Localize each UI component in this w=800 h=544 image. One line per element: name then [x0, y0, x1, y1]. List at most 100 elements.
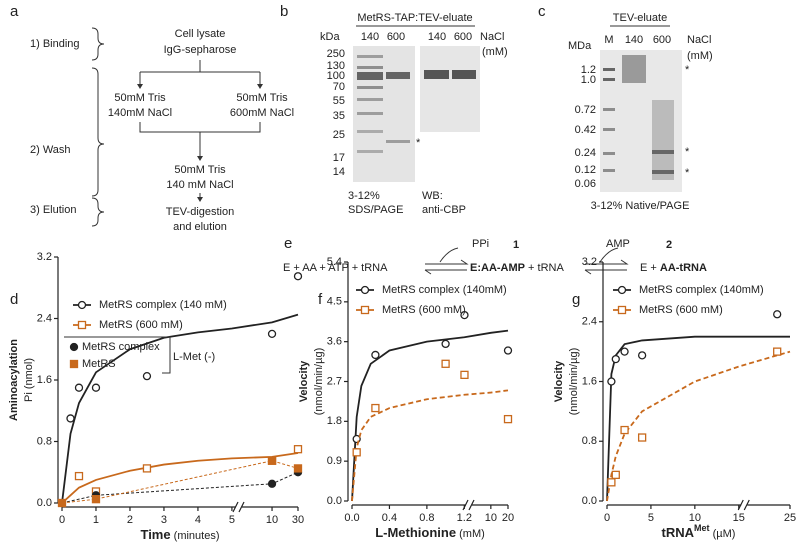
reaction-text: AA-tRNA [660, 262, 707, 274]
salt: NaCl [480, 31, 504, 43]
marker: 0.12 [575, 164, 596, 176]
reaction-text: AMP [606, 238, 630, 250]
data-point [441, 359, 450, 368]
gel-title: TEV-eluate [613, 12, 667, 24]
gel [420, 46, 480, 132]
box-text: TEV-digestion [166, 206, 234, 218]
brace [91, 27, 105, 61]
y-axis-sublabel: Pi (nmol) [23, 358, 35, 402]
data-point [371, 350, 380, 360]
fit-curve [351, 389, 509, 502]
marker: 55 [333, 95, 345, 107]
star: * [685, 64, 690, 76]
data-point [360, 285, 370, 295]
lane-label: 600 [653, 34, 671, 46]
legend-bracket [64, 336, 171, 374]
data-point [77, 300, 87, 310]
x-tick-label: 1 [93, 514, 99, 526]
panel-label: d [10, 291, 18, 308]
x-tick-label: 25 [784, 512, 796, 524]
reaction-text: E:AA-AMP + tRNA [470, 262, 564, 274]
legend-label: MetRS complex (140mM) [639, 284, 764, 296]
legend-label: MetRS complex (140 mM) [99, 299, 227, 311]
marker: 0.06 [575, 178, 596, 190]
gel-title: MetRS-TAP:TEV-eluate [357, 12, 472, 24]
connector [139, 122, 261, 158]
caption: WB: [422, 190, 443, 202]
data-point [293, 445, 303, 454]
data-point [74, 471, 84, 481]
data-point [142, 372, 152, 381]
y-tick-label: 5.4 [327, 256, 342, 268]
caption: anti-CBP [422, 204, 466, 216]
box-text: IgG-sepharose [164, 44, 237, 56]
brace [91, 197, 105, 227]
box-text: 140 mM NaCl [166, 179, 233, 191]
connector [139, 60, 261, 86]
unit: MDa [568, 40, 592, 52]
data-line [61, 460, 299, 504]
brace [91, 67, 105, 197]
chart: d 0.0 0.8 1.6 2.4 3.2 0 1 2 3 4 5 10 30 Aminoacylation… [8, 251, 304, 543]
y-tick-label: 1.8 [327, 415, 342, 427]
x-tick-label: 10 [689, 512, 701, 524]
reaction-text: E:AA-AMP [470, 262, 525, 274]
data-point [607, 478, 616, 487]
panel-a: a 1) Binding 2) Wash 3) Elution Cell lys… [10, 3, 294, 233]
data-point [607, 377, 616, 386]
y-tick-label: 1.6 [37, 374, 52, 386]
data-point [74, 383, 84, 392]
axis-break [232, 501, 245, 513]
reaction-text: + tRNA [525, 262, 564, 274]
y-axis-label: Velocity [553, 360, 565, 402]
marker: 1.2 [581, 64, 596, 76]
reaction-text: PPi [472, 238, 489, 250]
salt: NaCl [687, 34, 711, 46]
lane-label: 600 [454, 31, 472, 43]
data-point [69, 342, 79, 352]
y-axis-sublabel: (nmol/min/µg) [568, 348, 580, 415]
star: * [416, 137, 421, 149]
legend-label: MetRS complex [82, 341, 160, 353]
x-tick-label: 0 [59, 514, 65, 526]
panel-e: e E + AA + ATP + tRNA PPi 1 E:AA-AMP + t… [283, 235, 707, 275]
data-line [61, 471, 299, 504]
lane-label: 140 [361, 31, 379, 43]
data-point [91, 495, 101, 504]
y-tick-label: 2.7 [327, 375, 342, 387]
x-axis-label: L-Methionine [375, 525, 456, 540]
panel-c: c TEV-eluate MDa M 140 600 NaCl (mM) 1.2… [538, 3, 713, 212]
box-text: 50mM Tris [114, 92, 166, 104]
x-axis-label-sup: Met [694, 523, 710, 533]
y-tick-label: 0.0 [582, 495, 597, 507]
x-axis-label: Time [140, 527, 170, 542]
marker: 70 [333, 81, 345, 93]
y-tick-label: 2.4 [37, 312, 52, 324]
panel-b: b MetRS-TAP:TEV-eluate kDa 140 600 140 6… [280, 3, 508, 216]
y-tick-label: 4.5 [327, 296, 342, 308]
product-number: 2 [666, 239, 672, 251]
lane-label: 600 [387, 31, 405, 43]
salt-unit: (mM) [687, 50, 713, 62]
x-tick-label: 0.8 [419, 512, 434, 524]
data-point [620, 425, 629, 435]
x-tick-label: 20 [502, 512, 514, 524]
panel-label: g [572, 291, 580, 308]
data-point [267, 479, 277, 488]
fit-curve [606, 350, 791, 502]
data-point [293, 272, 303, 281]
data-point [617, 285, 627, 295]
marker: 130 [327, 60, 345, 72]
y-tick-label: 3.6 [327, 336, 342, 348]
intermediate-number: 1 [513, 239, 519, 251]
legend-label: MetRS (600 mM) [639, 304, 723, 316]
step: 3) Elution [30, 204, 76, 216]
data-point [637, 351, 647, 360]
box-text: Cell lysate [175, 28, 226, 40]
panel-label: f [318, 291, 323, 308]
x-tick-label: 0 [604, 512, 610, 524]
bands [357, 55, 476, 153]
x-axis-unit: (µM) [710, 528, 736, 540]
chart: g 0.0 0.8 1.6 2.4 3.2 0 5 10 15 25 Velocity (nmol/mi… [553, 256, 796, 541]
y-tick-label: 3.2 [582, 256, 597, 268]
